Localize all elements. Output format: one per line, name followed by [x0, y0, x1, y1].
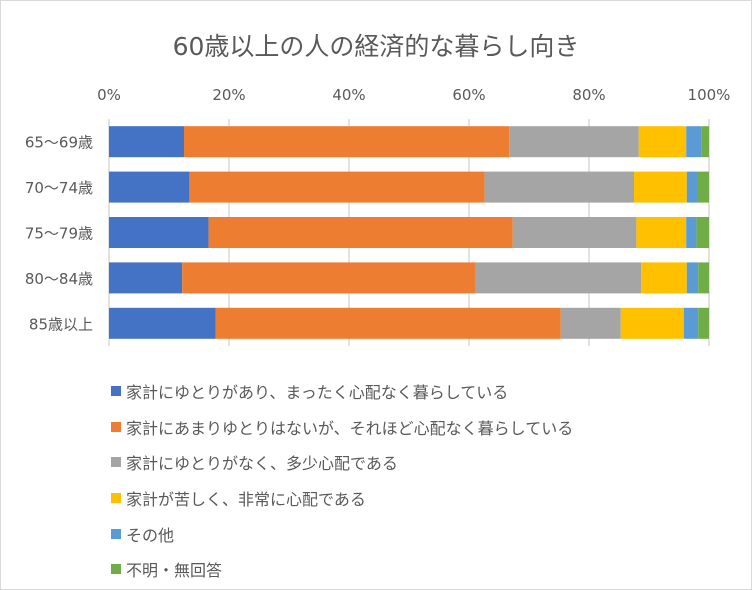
bar-segment — [697, 171, 709, 203]
legend-swatch — [111, 492, 121, 503]
bar-segment — [182, 262, 476, 294]
legend-label: 家計にあまりゆとりはないが、それほど心配なく暮らしている — [126, 418, 574, 438]
bar-segment — [109, 126, 184, 158]
bar-segment — [698, 307, 709, 339]
bar-segment — [686, 262, 699, 294]
legend-label: 不明・無回答 — [126, 561, 223, 581]
bar-segment — [683, 307, 699, 339]
chart-title: 60歳以上の人の経済的な暮らし向き — [172, 32, 580, 61]
y-tick-label: 70～74歳 — [25, 179, 93, 197]
bar-segment — [560, 307, 621, 339]
legend-swatch — [111, 385, 121, 396]
bar-segment — [636, 217, 687, 248]
bar-segment — [696, 217, 709, 248]
bar-segment — [109, 262, 183, 294]
bar-segment — [638, 126, 687, 158]
y-tick-label: 80～84歳 — [25, 270, 93, 288]
bar-segment — [620, 307, 684, 339]
bar-segment — [686, 217, 697, 248]
x-tick-label: 40% — [332, 86, 365, 104]
bar-segment — [215, 307, 561, 339]
bar-segment — [189, 171, 485, 203]
legend-swatch — [111, 421, 121, 432]
legend-label: 家計にゆとりがなく、多少心配である — [126, 454, 398, 474]
legend-label: 家計が苦しく、非常に心配である — [126, 489, 366, 509]
x-tick-label: 20% — [212, 86, 245, 104]
bar-segment — [698, 262, 709, 294]
legend-item: 家計にあまりゆとりはないが、それほど心配なく暮らしている — [111, 409, 573, 445]
legend-item: 家計にゆとりがなく、多少心配である — [111, 444, 573, 480]
bar-segment — [641, 262, 687, 294]
y-tick-label: 85歳以上 — [29, 315, 93, 333]
legend-item: 不明・無回答 — [111, 551, 573, 587]
x-tick-label: 100% — [688, 86, 731, 104]
bar-segment — [686, 171, 697, 203]
legend-label: その他 — [126, 525, 175, 545]
legend-swatch — [111, 564, 121, 575]
bar-segment — [509, 126, 639, 158]
bar-segment — [109, 171, 190, 203]
bar-segment — [109, 307, 216, 339]
legend: 家計にゆとりがあり、まったく心配なく暮らしている家計にあまりゆとりはないが、それ… — [111, 373, 573, 587]
legend-swatch — [111, 528, 121, 539]
y-tick-label: 65～69歳 — [25, 134, 93, 152]
bar-segment — [512, 217, 637, 248]
bar-segment — [634, 171, 687, 203]
bar-segment — [184, 126, 510, 158]
bar-segment — [484, 171, 634, 203]
legend-item: 家計にゆとりがあり、まったく心配なく暮らしている — [111, 373, 573, 409]
legend-label: 家計にゆとりがあり、まったく心配なく暮らしている — [126, 382, 509, 402]
legend-item: 家計が苦しく、非常に心配である — [111, 480, 573, 516]
bar-segment — [475, 262, 642, 294]
bar-segment — [109, 217, 209, 248]
x-tick-label: 0% — [97, 86, 121, 104]
x-tick-label: 80% — [572, 86, 605, 104]
bar-segment — [701, 126, 709, 158]
y-tick-label: 75～79歳 — [25, 225, 93, 243]
bar-segment — [208, 217, 513, 248]
legend-item: その他 — [111, 516, 573, 552]
legend-swatch — [111, 457, 121, 468]
bar-segment — [686, 126, 702, 158]
x-tick-label: 60% — [452, 86, 485, 104]
